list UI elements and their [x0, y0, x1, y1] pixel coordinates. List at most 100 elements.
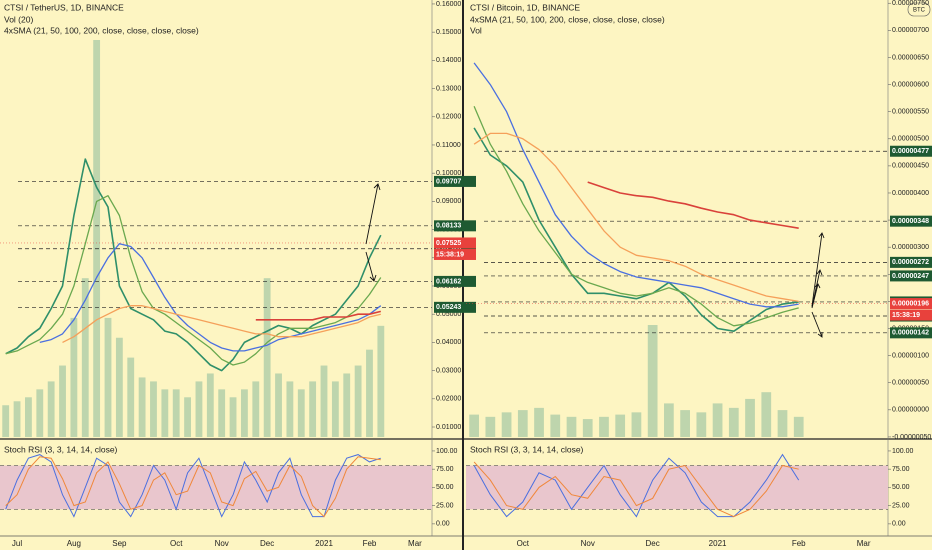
volume-bar: [501, 412, 512, 437]
price-line: [587, 181, 799, 229]
y-tick-label: 0.00000750: [892, 0, 929, 7]
x-tick-label: Feb: [792, 539, 806, 548]
volume-bar: [745, 398, 755, 437]
volume-bar: [172, 389, 180, 437]
level-tag: [434, 301, 476, 313]
volume-bar: [104, 317, 112, 437]
x-tick-label: Mar: [857, 539, 871, 548]
level-label: 0.09707: [436, 178, 461, 185]
y-tick-label: 75.00: [892, 466, 910, 473]
x-tick-label: Dec: [646, 539, 660, 548]
volume-bar: [469, 414, 479, 437]
y-tick-label: 0.11000: [436, 142, 461, 149]
last-price-label: 0.07525: [436, 240, 461, 247]
y-tick-label: 0.00000000: [892, 407, 929, 414]
y-tick-label: 0.00000550: [892, 109, 929, 116]
volume-bar: [309, 381, 317, 437]
volume-bar: [275, 373, 282, 437]
x-tick-label: Feb: [363, 539, 377, 548]
level-tag: [434, 275, 476, 287]
x-tick-label: Jul: [12, 539, 22, 548]
volume-bar: [2, 405, 10, 437]
volume-bar: [582, 419, 593, 437]
y-tick-label: 0.00000600: [892, 81, 929, 88]
volume-bar: [36, 389, 44, 437]
countdown-tag: [890, 309, 932, 321]
stoch-title: Stoch RSI (3, 3, 14, 14, close): [470, 444, 584, 454]
volume-bar: [566, 416, 577, 437]
last-price-label: 0.00000196: [892, 300, 929, 307]
volume-bar: [320, 365, 328, 437]
level-label: 0.05243: [436, 304, 461, 311]
level-label: 0.00000477: [892, 148, 929, 155]
level-tag: [890, 327, 932, 339]
y-tick-label: 100.00: [436, 448, 458, 455]
last-price-tag: [890, 298, 932, 310]
y-tick-label: -0.00000050: [892, 434, 931, 441]
y-tick-label: 75.00: [436, 466, 454, 473]
y-tick-label: 0.14000: [436, 57, 461, 64]
price-line: [473, 132, 799, 303]
y-tick-label: 0.00000650: [892, 54, 929, 61]
chart-title: CTSI / TetherUS, 1D, BINANCE: [4, 2, 124, 12]
y-tick-label: 0.16000: [436, 1, 461, 8]
volume-bar: [93, 40, 101, 437]
level-label: 0.06162: [436, 278, 461, 285]
countdown-label: 15:38:19: [892, 312, 920, 319]
price-line: [5, 158, 382, 372]
x-tick-label: 2021: [315, 539, 333, 548]
volume-bar: [81, 278, 89, 437]
y-tick-label: 50.00: [892, 484, 910, 491]
x-tick-label: Nov: [215, 539, 229, 548]
level-tag: [890, 215, 932, 227]
volume-bar: [517, 410, 528, 437]
level-label: 0.08133: [436, 223, 461, 230]
volume-bar: [599, 416, 609, 437]
volume-bar: [297, 389, 305, 437]
price-line: [5, 195, 382, 366]
y-tick-label: 0.00000700: [892, 27, 929, 34]
level-label: 0.00000142: [892, 330, 929, 337]
volume-bar: [241, 389, 248, 437]
stoch-line: [5, 454, 381, 518]
y-tick-label: 0.13000: [436, 85, 461, 92]
volume-bar: [218, 389, 226, 437]
y-tick-label: 25.00: [892, 502, 910, 509]
indicator-label: 4xSMA (21, 50, 100, 200, close, close, c…: [4, 25, 199, 35]
volume-bar: [127, 357, 135, 437]
y-tick-label: 50.00: [436, 484, 454, 491]
volume-bar: [534, 407, 544, 437]
volume-bar: [793, 416, 804, 437]
y-tick-label: 0.02000: [436, 396, 461, 403]
volume-bar: [47, 381, 55, 437]
x-tick-label: Aug: [67, 539, 81, 548]
annotations: [365, 183, 825, 338]
level-tag: [890, 145, 932, 157]
y-tick-label: 0.00000050: [892, 380, 929, 387]
countdown-label: 15:38:19: [436, 251, 464, 258]
volume-bar: [263, 278, 271, 437]
x-tick-label: Oct: [170, 539, 183, 548]
price-line: [62, 305, 381, 343]
x-tick-label: Sep: [112, 539, 127, 548]
stoch-line: [473, 461, 799, 518]
y-tick-label: 0.15000: [436, 29, 461, 36]
x-tick-label: 2021: [709, 539, 727, 548]
level-tag: [434, 220, 476, 232]
level-label: 0.00000348: [892, 218, 929, 225]
y-tick-label: 0.03000: [436, 367, 461, 374]
level-tag: [434, 175, 476, 187]
y-tick-label: 25.00: [436, 502, 454, 509]
currency-label: BTC: [913, 8, 926, 14]
volume-bar: [354, 365, 362, 437]
arrow-up: [811, 283, 821, 309]
volume-bar: [25, 397, 32, 437]
volume-bar: [761, 392, 772, 437]
indicator-label: Vol (20): [4, 14, 33, 24]
countdown-tag: [434, 248, 476, 260]
volume-bar: [615, 414, 626, 437]
volume-bar: [550, 414, 561, 437]
volume-bar: [377, 325, 385, 437]
volume-bar: [728, 407, 739, 437]
